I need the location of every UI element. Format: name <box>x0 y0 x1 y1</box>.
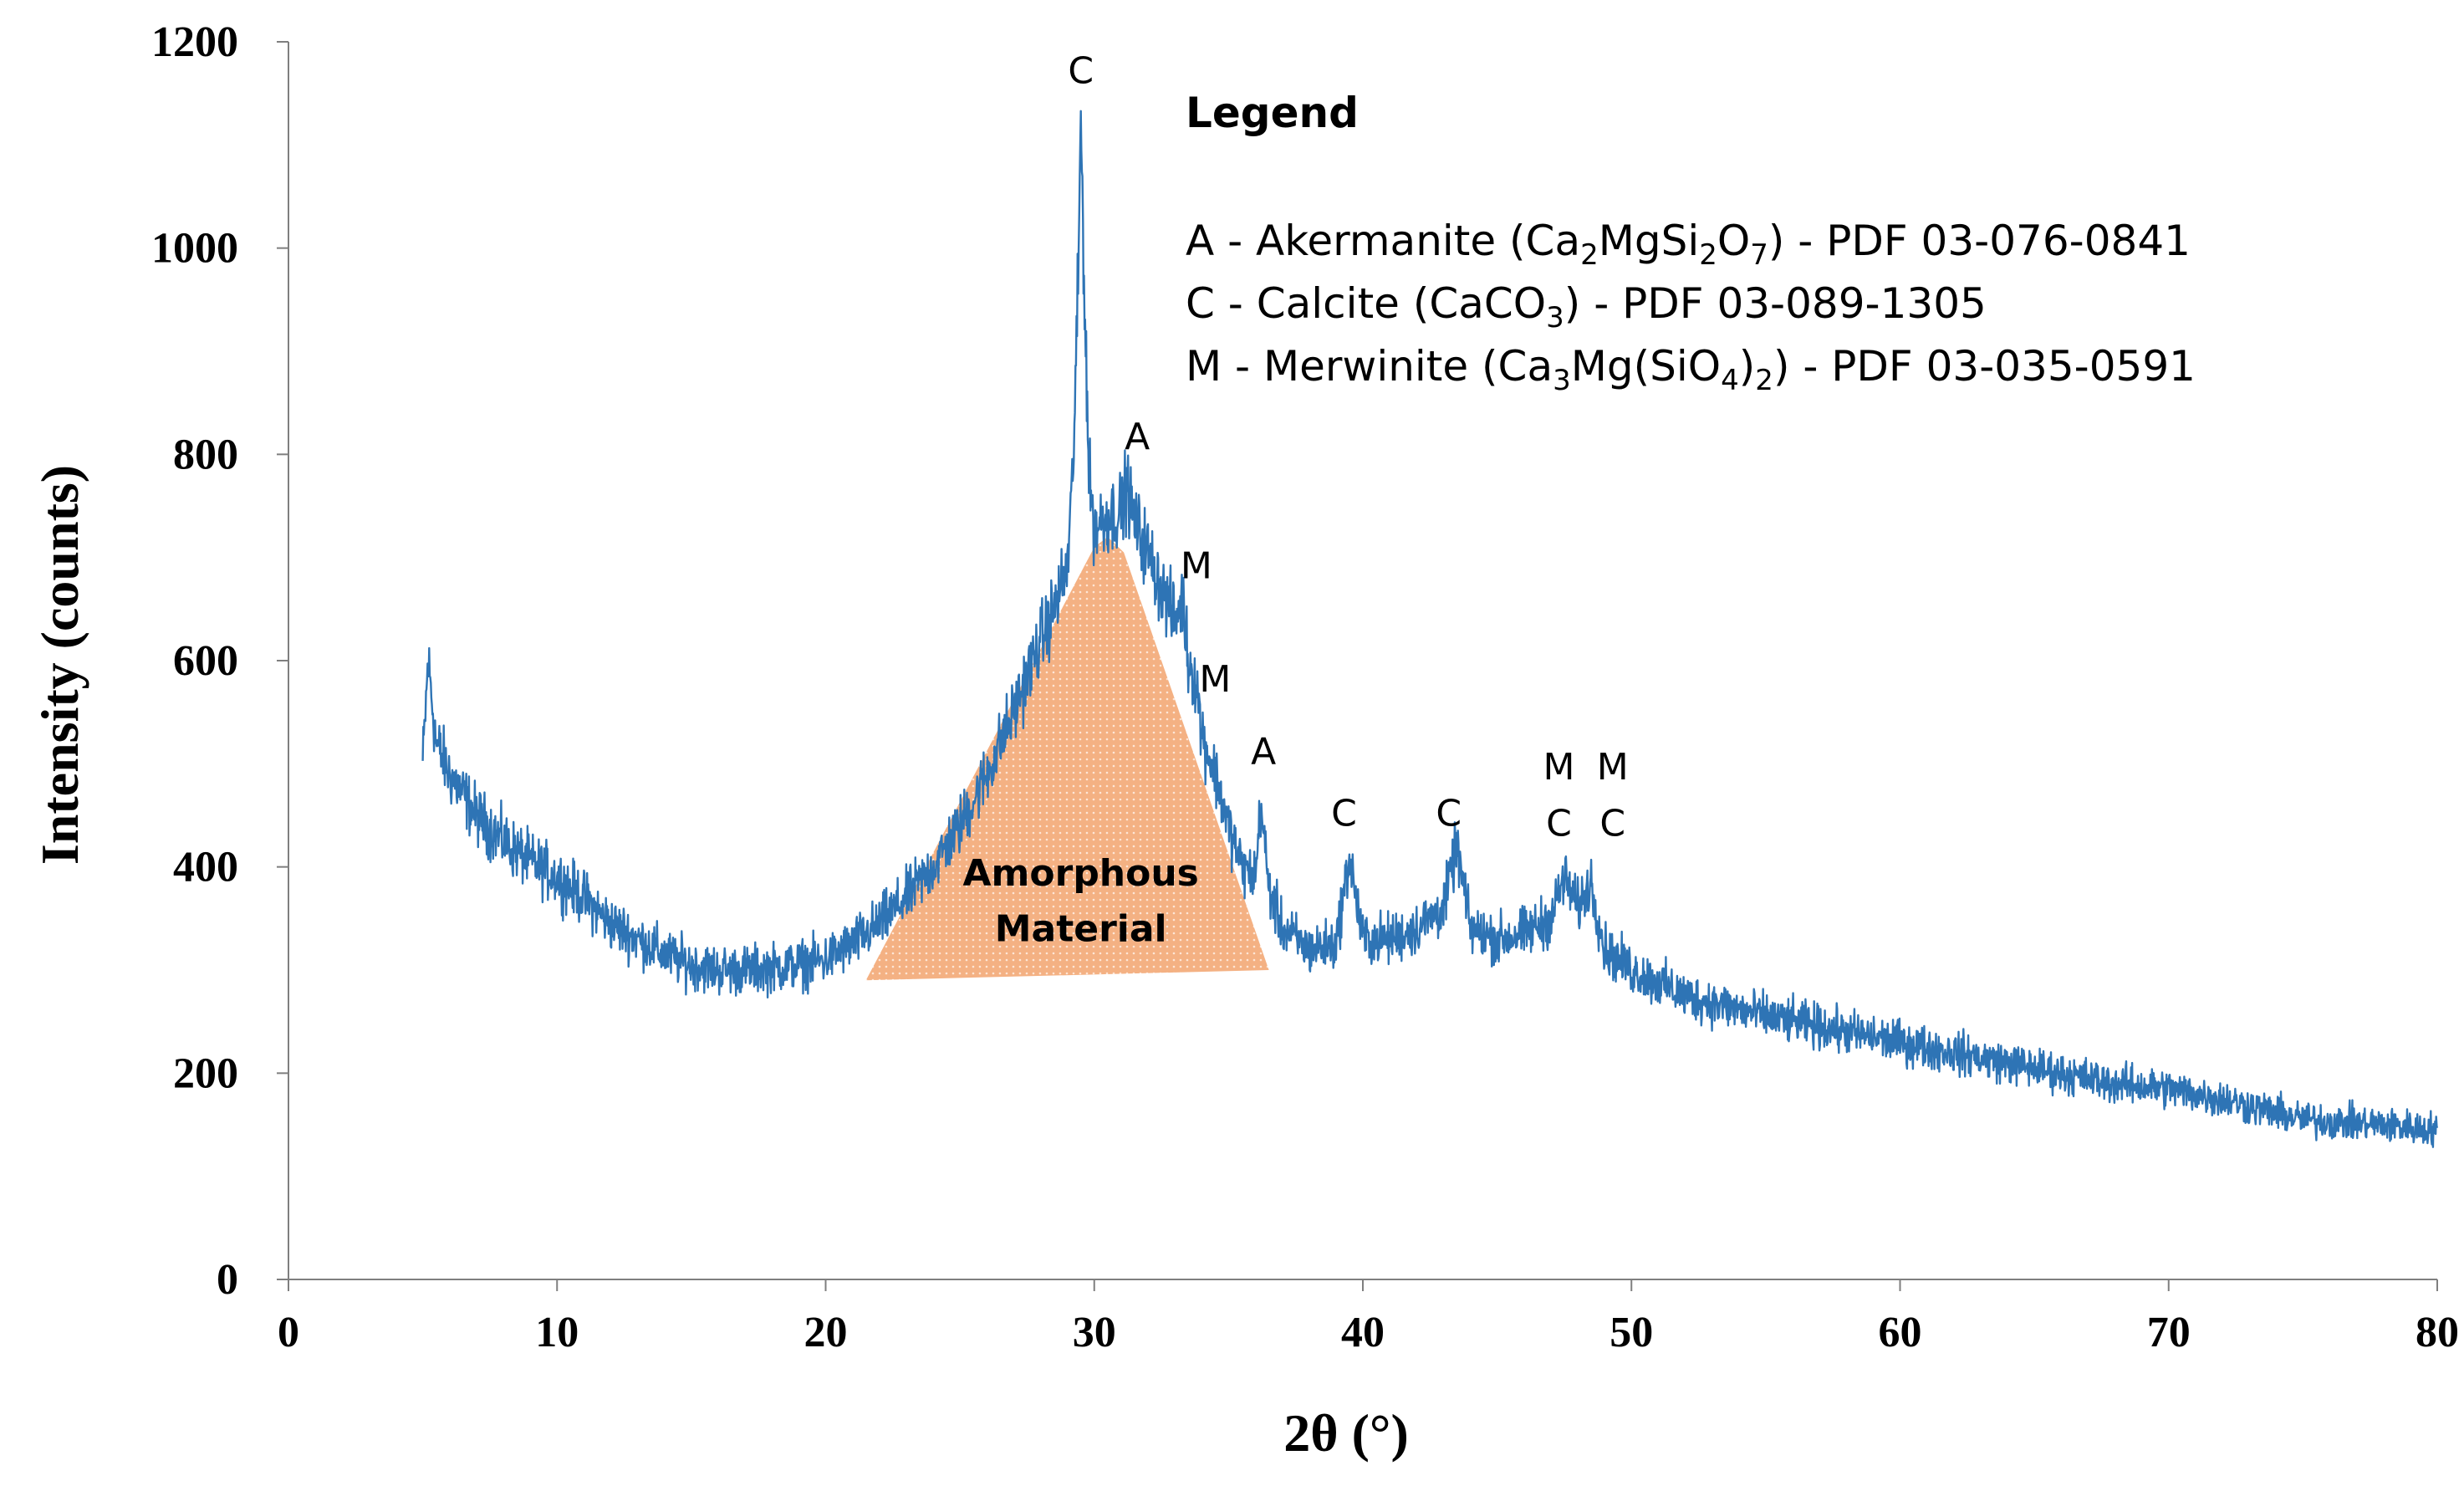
peak-label: M <box>1597 746 1629 789</box>
peak-label: C <box>1436 792 1462 835</box>
legend-entry: A - Akermanite (Ca2MgSi2O7) - PDF 03-076… <box>1186 217 2191 272</box>
peak-label: C <box>1599 803 1625 845</box>
legend-entry: C - Calcite (CaCO3) - PDF 03-089-1305 <box>1186 279 1987 334</box>
amorphous-region <box>865 537 1269 981</box>
x-tick-label: 0 <box>278 1309 299 1356</box>
legend-title: Legend <box>1186 89 1359 137</box>
legend-entry-text: ) - PDF 03-076-0841 <box>1768 217 2191 265</box>
legend-formula-text: O <box>1717 217 1750 265</box>
y-tick-label: 1000 <box>151 225 238 273</box>
xrd-series-line <box>421 110 2439 1148</box>
x-tick-label: 70 <box>2147 1309 2191 1356</box>
amorphous-region-layer: Amorphous Material <box>865 537 1269 981</box>
y-tick-label: 800 <box>173 431 238 478</box>
legend-subscript: 3 <box>1553 364 1571 397</box>
y-tick-label: 200 <box>173 1049 238 1097</box>
legend-subscript: 7 <box>1750 238 1768 272</box>
legend-subscript: 2 <box>1580 238 1599 272</box>
x-tick-label: 10 <box>535 1309 579 1356</box>
peak-label: C <box>1068 49 1094 92</box>
legend-entry-text: M - Merwinite (Ca <box>1186 342 1553 391</box>
legend-formula-text: Mg(SiO <box>1571 342 1721 391</box>
peak-label: C <box>1331 792 1357 835</box>
x-tick-label: 50 <box>1610 1309 1653 1356</box>
x-axis-title: 2θ (°) <box>1283 1403 1409 1463</box>
legend-entry-text: ) - PDF 03-089-1305 <box>1564 279 1987 328</box>
legend-subscript: 2 <box>1699 238 1717 272</box>
material-label: Material <box>995 907 1167 950</box>
series-layer <box>421 110 2439 1148</box>
legend-formula-text: ) <box>1739 342 1756 391</box>
y-axis-title: Intensity (counts) <box>30 465 89 865</box>
peak-label: M <box>1181 544 1212 587</box>
x-tick-label: 30 <box>1073 1309 1116 1356</box>
y-tick-label: 600 <box>173 637 238 685</box>
x-tick-label: 20 <box>804 1309 848 1356</box>
legend-subscript: 3 <box>1546 301 1564 334</box>
x-tick-label: 80 <box>2416 1309 2459 1356</box>
x-tick-label: 40 <box>1341 1309 1385 1356</box>
legend-subscript: 4 <box>1721 364 1739 397</box>
legend-entry-text: C - Calcite (CaCO <box>1186 279 1546 328</box>
y-tick-label: 1200 <box>151 18 238 66</box>
peak-label: M <box>1199 658 1231 701</box>
legend-formula-text: MgSi <box>1599 217 1700 265</box>
legend-entry-text: ) - PDF 03-035-0591 <box>1773 342 2196 391</box>
y-tick-label: 0 <box>217 1256 238 1304</box>
peak-label: C <box>1546 803 1572 845</box>
peak-label: M <box>1543 746 1575 789</box>
peak-label: A <box>1125 416 1150 458</box>
x-tick-label: 60 <box>1879 1309 1922 1356</box>
peak-label: A <box>1251 730 1276 773</box>
y-tick-label: 400 <box>173 844 238 891</box>
legend-subscript: 2 <box>1755 364 1773 397</box>
legend-entry: M - Merwinite (Ca3Mg(SiO4)2) - PDF 03-03… <box>1186 342 2196 397</box>
legend-entry-text: A - Akermanite (Ca <box>1186 217 1580 265</box>
amorphous-label: Amorphous <box>962 852 1198 895</box>
